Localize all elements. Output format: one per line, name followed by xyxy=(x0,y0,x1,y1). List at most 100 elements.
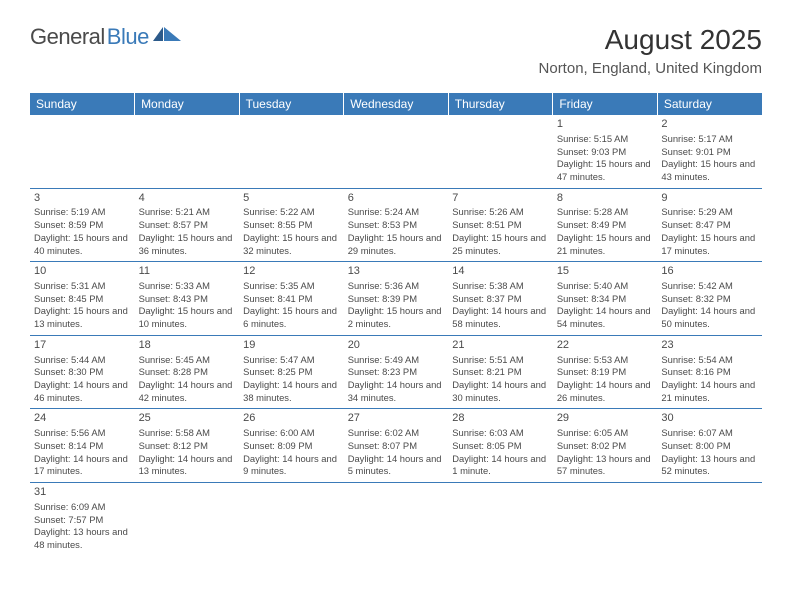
day-number: 27 xyxy=(348,411,445,426)
day-number: 20 xyxy=(348,338,445,353)
sunrise-line: Sunrise: 6:09 AM xyxy=(34,501,131,514)
day-number: 21 xyxy=(452,338,549,353)
daylight-line: Daylight: 14 hours and 26 minutes. xyxy=(557,379,654,404)
day-header: Tuesday xyxy=(239,93,344,115)
sunset-line: Sunset: 8:30 PM xyxy=(34,366,131,379)
calendar-day: 30Sunrise: 6:07 AMSunset: 8:00 PMDayligh… xyxy=(657,409,762,483)
day-number: 22 xyxy=(557,338,654,353)
logo-flag-icon xyxy=(153,25,183,43)
daylight-line: Daylight: 14 hours and 9 minutes. xyxy=(243,453,340,478)
sunrise-line: Sunrise: 5:53 AM xyxy=(557,354,654,367)
sunrise-line: Sunrise: 5:15 AM xyxy=(557,133,654,146)
calendar-day: 2Sunrise: 5:17 AMSunset: 9:01 PMDaylight… xyxy=(657,115,762,188)
daylight-line: Daylight: 14 hours and 34 minutes. xyxy=(348,379,445,404)
daylight-line: Daylight: 15 hours and 47 minutes. xyxy=(557,158,654,183)
sunrise-line: Sunrise: 5:40 AM xyxy=(557,280,654,293)
sunset-line: Sunset: 8:45 PM xyxy=(34,293,131,306)
sunset-line: Sunset: 8:14 PM xyxy=(34,440,131,453)
calendar-day: 13Sunrise: 5:36 AMSunset: 8:39 PMDayligh… xyxy=(344,262,449,336)
day-number: 10 xyxy=(34,264,131,279)
calendar-day: 14Sunrise: 5:38 AMSunset: 8:37 PMDayligh… xyxy=(448,262,553,336)
calendar-body: 1Sunrise: 5:15 AMSunset: 9:03 PMDaylight… xyxy=(30,115,762,556)
day-number: 28 xyxy=(452,411,549,426)
calendar-empty xyxy=(448,482,553,555)
calendar-day: 8Sunrise: 5:28 AMSunset: 8:49 PMDaylight… xyxy=(553,188,658,262)
sunset-line: Sunset: 8:53 PM xyxy=(348,219,445,232)
sunrise-line: Sunrise: 6:00 AM xyxy=(243,427,340,440)
calendar-day: 4Sunrise: 5:21 AMSunset: 8:57 PMDaylight… xyxy=(135,188,240,262)
daylight-line: Daylight: 15 hours and 17 minutes. xyxy=(661,232,758,257)
sunset-line: Sunset: 8:49 PM xyxy=(557,219,654,232)
daylight-line: Daylight: 13 hours and 52 minutes. xyxy=(661,453,758,478)
day-number: 30 xyxy=(661,411,758,426)
sunrise-line: Sunrise: 5:26 AM xyxy=(452,206,549,219)
day-number: 17 xyxy=(34,338,131,353)
sunrise-line: Sunrise: 5:35 AM xyxy=(243,280,340,293)
header: General Blue August 2025 Norton, England… xyxy=(0,0,792,85)
daylight-line: Daylight: 15 hours and 36 minutes. xyxy=(139,232,236,257)
daylight-line: Daylight: 14 hours and 30 minutes. xyxy=(452,379,549,404)
sunset-line: Sunset: 8:00 PM xyxy=(661,440,758,453)
sunset-line: Sunset: 9:03 PM xyxy=(557,146,654,159)
sunrise-line: Sunrise: 5:21 AM xyxy=(139,206,236,219)
title-block: August 2025 Norton, England, United King… xyxy=(539,24,762,77)
day-number: 8 xyxy=(557,191,654,206)
calendar-day: 26Sunrise: 6:00 AMSunset: 8:09 PMDayligh… xyxy=(239,409,344,483)
calendar-day: 24Sunrise: 5:56 AMSunset: 8:14 PMDayligh… xyxy=(30,409,135,483)
calendar-empty xyxy=(135,482,240,555)
sunrise-line: Sunrise: 5:44 AM xyxy=(34,354,131,367)
day-header: Sunday xyxy=(30,93,135,115)
sunrise-line: Sunrise: 5:24 AM xyxy=(348,206,445,219)
sunrise-line: Sunrise: 6:02 AM xyxy=(348,427,445,440)
sunset-line: Sunset: 8:05 PM xyxy=(452,440,549,453)
sunset-line: Sunset: 7:57 PM xyxy=(34,514,131,527)
calendar-table: SundayMondayTuesdayWednesdayThursdayFrid… xyxy=(30,93,762,556)
day-number: 3 xyxy=(34,191,131,206)
daylight-line: Daylight: 15 hours and 2 minutes. xyxy=(348,305,445,330)
sunset-line: Sunset: 8:21 PM xyxy=(452,366,549,379)
day-number: 2 xyxy=(661,117,758,132)
logo-text-general: General xyxy=(30,24,105,50)
day-header: Thursday xyxy=(448,93,553,115)
logo: General Blue xyxy=(30,24,183,50)
sunset-line: Sunset: 8:47 PM xyxy=(661,219,758,232)
calendar-empty xyxy=(553,482,658,555)
sunrise-line: Sunrise: 5:38 AM xyxy=(452,280,549,293)
location: Norton, England, United Kingdom xyxy=(539,60,762,77)
calendar-empty xyxy=(239,115,344,188)
daylight-line: Daylight: 15 hours and 13 minutes. xyxy=(34,305,131,330)
sunrise-line: Sunrise: 5:49 AM xyxy=(348,354,445,367)
calendar-day: 21Sunrise: 5:51 AMSunset: 8:21 PMDayligh… xyxy=(448,335,553,409)
calendar-empty xyxy=(239,482,344,555)
sunset-line: Sunset: 8:55 PM xyxy=(243,219,340,232)
logo-text-blue: Blue xyxy=(107,24,149,50)
sunset-line: Sunset: 8:51 PM xyxy=(452,219,549,232)
daylight-line: Daylight: 14 hours and 38 minutes. xyxy=(243,379,340,404)
sunrise-line: Sunrise: 5:42 AM xyxy=(661,280,758,293)
sunrise-line: Sunrise: 5:36 AM xyxy=(348,280,445,293)
calendar-empty xyxy=(30,115,135,188)
calendar-day: 9Sunrise: 5:29 AMSunset: 8:47 PMDaylight… xyxy=(657,188,762,262)
calendar-day: 16Sunrise: 5:42 AMSunset: 8:32 PMDayligh… xyxy=(657,262,762,336)
calendar-day: 20Sunrise: 5:49 AMSunset: 8:23 PMDayligh… xyxy=(344,335,449,409)
daylight-line: Daylight: 15 hours and 29 minutes. xyxy=(348,232,445,257)
calendar-day: 31Sunrise: 6:09 AMSunset: 7:57 PMDayligh… xyxy=(30,482,135,555)
calendar-day: 28Sunrise: 6:03 AMSunset: 8:05 PMDayligh… xyxy=(448,409,553,483)
daylight-line: Daylight: 14 hours and 58 minutes. xyxy=(452,305,549,330)
day-number: 25 xyxy=(139,411,236,426)
daylight-line: Daylight: 14 hours and 1 minute. xyxy=(452,453,549,478)
calendar-day: 5Sunrise: 5:22 AMSunset: 8:55 PMDaylight… xyxy=(239,188,344,262)
sunset-line: Sunset: 8:34 PM xyxy=(557,293,654,306)
sunset-line: Sunset: 8:19 PM xyxy=(557,366,654,379)
calendar-week: 31Sunrise: 6:09 AMSunset: 7:57 PMDayligh… xyxy=(30,482,762,555)
sunset-line: Sunset: 8:07 PM xyxy=(348,440,445,453)
day-header: Friday xyxy=(553,93,658,115)
calendar-empty xyxy=(448,115,553,188)
daylight-line: Daylight: 15 hours and 10 minutes. xyxy=(139,305,236,330)
day-number: 16 xyxy=(661,264,758,279)
sunrise-line: Sunrise: 6:07 AM xyxy=(661,427,758,440)
calendar-day: 18Sunrise: 5:45 AMSunset: 8:28 PMDayligh… xyxy=(135,335,240,409)
calendar-day: 3Sunrise: 5:19 AMSunset: 8:59 PMDaylight… xyxy=(30,188,135,262)
sunrise-line: Sunrise: 5:19 AM xyxy=(34,206,131,219)
sunrise-line: Sunrise: 5:56 AM xyxy=(34,427,131,440)
